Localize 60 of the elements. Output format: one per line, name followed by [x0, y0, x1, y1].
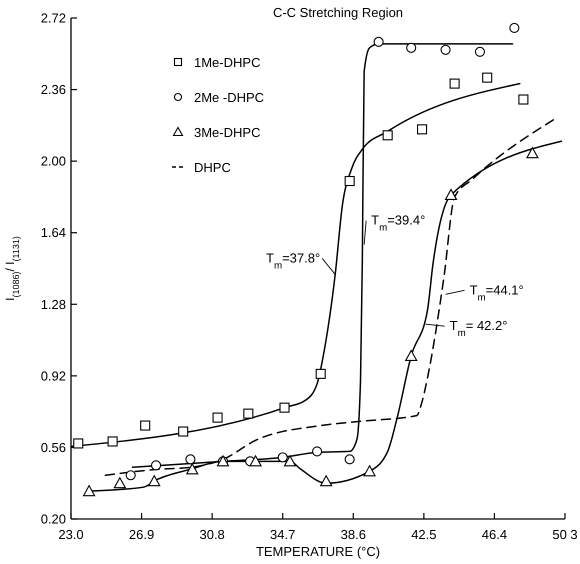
point [148, 475, 160, 486]
point [344, 176, 355, 186]
annotation: T$_{m}$=44.1° [470, 282, 524, 303]
annotation: T$_{m}$= 42.2° [450, 318, 508, 339]
y-tick-label: 2.72 [40, 10, 66, 26]
x-tick-label: 26.9 [128, 527, 154, 542]
point [344, 454, 355, 464]
point [250, 455, 262, 466]
point [526, 147, 538, 158]
point [243, 408, 254, 419]
point [518, 94, 528, 105]
point [406, 42, 416, 53]
point [450, 78, 460, 89]
point [178, 426, 188, 437]
legend-label: 2Me -DHPC [194, 90, 264, 105]
point [316, 368, 326, 379]
point [186, 463, 198, 474]
point [417, 124, 428, 134]
legend-label: 3Me-DHPC [194, 125, 260, 140]
point [474, 46, 485, 57]
point [374, 36, 384, 47]
legend-label: 1Me-DHPC [194, 55, 260, 70]
x-tick-label: 46.4 [482, 527, 508, 542]
point [444, 188, 458, 200]
point [83, 485, 96, 496]
point [440, 44, 451, 55]
point [382, 130, 393, 140]
point [405, 350, 418, 362]
legend-label: DHPC [194, 160, 231, 175]
x-tick-label: 42.5 [411, 527, 437, 542]
annotation: T$_{m}$=39.4° [371, 212, 426, 234]
point [126, 470, 136, 480]
y-tick-label: 0.92 [40, 368, 66, 384]
point [278, 452, 288, 462]
point [320, 475, 332, 486]
x-axis-title: TEMPERATURE (°C) [256, 544, 380, 559]
point [312, 446, 322, 456]
chart-title: C-C Stretching Region [272, 5, 404, 20]
point [284, 455, 296, 466]
point [212, 412, 223, 423]
x-tick-label: 38.6 [340, 527, 366, 542]
y-tick-label: 0.56 [40, 440, 66, 455]
y-tick-label: 1.64 [40, 225, 66, 240]
x-tick-label: 50 3 [552, 527, 578, 542]
x-tick-label: 30.8 [199, 527, 225, 542]
point [509, 22, 520, 33]
point [140, 420, 150, 431]
point [151, 460, 162, 470]
annotation: T$_{m}$=37.8° [266, 250, 320, 271]
x-tick-label: 34.7 [270, 527, 296, 542]
x-tick-label: 23.0 [58, 527, 84, 542]
point [114, 477, 126, 488]
y-tick-label: 2.00 [40, 154, 66, 169]
y-tick-label: 2.36 [40, 82, 66, 98]
point [108, 436, 118, 447]
y-tick-label: 0.20 [40, 512, 66, 526]
point [279, 402, 290, 413]
point [482, 72, 492, 83]
y-tick-label: 1.28 [40, 296, 66, 312]
point [364, 465, 376, 476]
